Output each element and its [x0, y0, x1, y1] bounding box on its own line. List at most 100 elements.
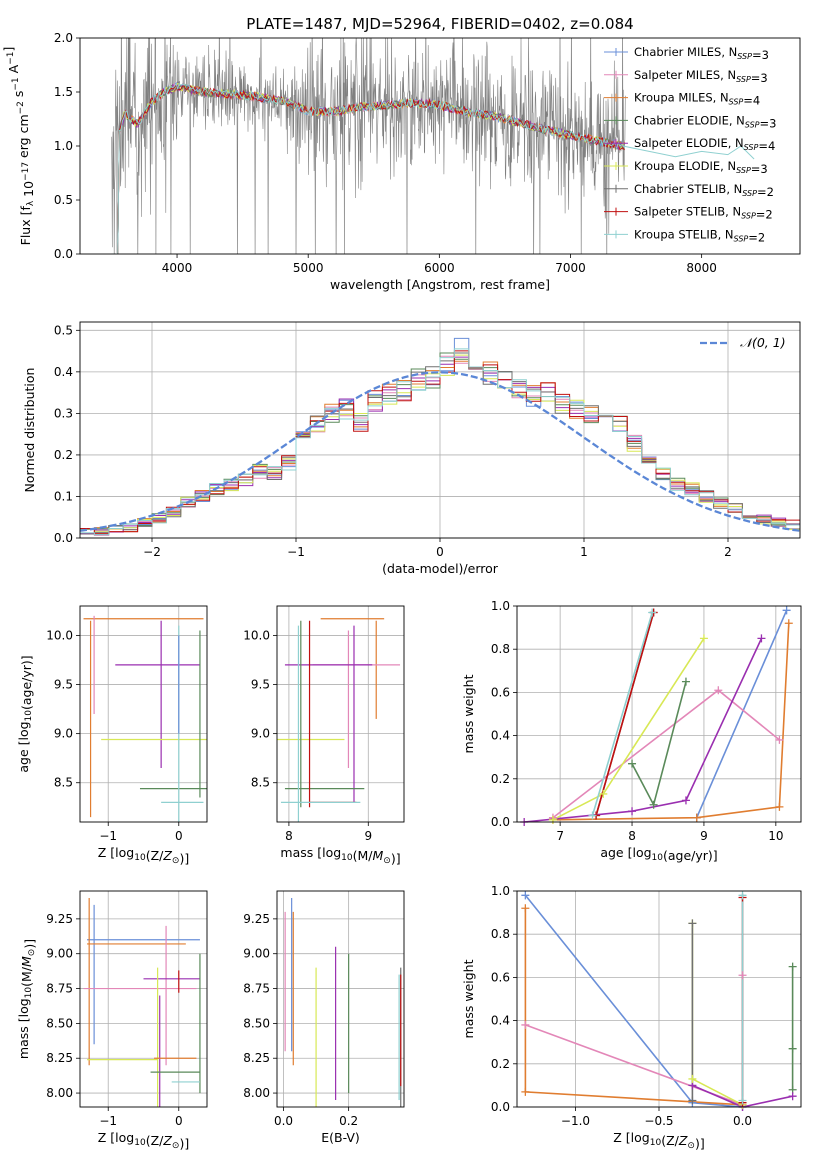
legend-label: 𝒩(0, 1): [740, 335, 786, 350]
axes-mass_vs_Z: −1 0 8.00 8.25 8.50 8.75 9.00 9.25 Z [log10(Z/Z⊙…: [16, 890, 208, 1151]
x-tick-label: 6000: [424, 261, 455, 275]
residual-histogram: [80, 348, 800, 536]
y-tick-label: 10.0: [46, 628, 73, 642]
axes-frame: [516, 890, 802, 1108]
weight-point: [714, 686, 723, 695]
axes-frame: [276, 605, 405, 823]
y-tick-label: 9.25: [46, 912, 73, 926]
weight-point: [738, 971, 747, 980]
x-axis-label: age [log10(age/yr)]: [600, 845, 717, 863]
weight-point: [788, 1044, 797, 1053]
x-tick-label: −1: [287, 545, 305, 559]
x-axis-label: (data-model)/error: [382, 561, 499, 576]
plot-marks-massweight_vs_age: [524, 609, 790, 822]
y-tick-label: 8.5: [54, 776, 73, 790]
axes-frame: [79, 890, 208, 1108]
model-spectrum: [111, 82, 625, 254]
y-tick-label: 0.0: [491, 1100, 510, 1114]
weight-point: [775, 802, 784, 811]
weight-point: [688, 1074, 697, 1083]
plot-area: 4000 5000 6000 7000 8 0 0 0 0.0 0.5 1.0 1.5 2.0 wavel…: [1, 31, 802, 1151]
legend-label: Salpeter MILES, NSSP=3: [634, 68, 768, 85]
axes-residuals: −2 −1 0 1 2 0.0 0.1 0.2 0.3 0.4 0.5 (data-model)/er…: [22, 321, 801, 576]
weight-point: [692, 813, 701, 822]
x-tick-label: 0: [175, 829, 183, 843]
x-tick-label: 9: [700, 829, 708, 843]
y-tick-label: 0.8: [491, 927, 510, 941]
y-tick-label: 9.0: [54, 727, 73, 741]
axes-massweight_vs_age: 7 8 9 10 0.0 0.2 0.4 0.6 0.8 1.0 age [log10(age/yr…: [461, 599, 802, 863]
y-tick-label: 8.25: [46, 1051, 73, 1065]
x-tick-label: 0: [436, 545, 444, 559]
weight-point: [757, 634, 766, 643]
x-tick-label: 10: [768, 829, 783, 843]
y-axis-label: mass weight: [461, 959, 476, 1038]
x-tick-label: 7: [556, 829, 564, 843]
weight-series-line: [692, 1084, 793, 1107]
y-tick-label: 1.0: [54, 139, 73, 153]
x-tick-label: 8: [628, 829, 636, 843]
legend-label: Kroupa ELODIE, NSSP=3: [634, 159, 768, 176]
x-axis-label: E(B-V): [321, 1130, 360, 1145]
weight-point: [788, 962, 797, 971]
axes-age_vs_mass: 8 9 8.5 9.0 9.5 10.0 mass [log10(M/M⊙)]: [243, 605, 405, 866]
y-tick-label: 9.00: [46, 947, 73, 961]
y-tick-label: 1.5: [54, 85, 73, 99]
x-axis-label: Z [log10(Z/Z⊙)]: [613, 1130, 704, 1151]
weight-series-line: [524, 638, 763, 822]
plot-marks-spectrum: [111, 38, 755, 254]
weight-point: [599, 789, 608, 798]
y-tick-label: 8.50: [46, 1016, 73, 1030]
x-tick-label: 2: [724, 545, 732, 559]
x-tick-label: 5000: [293, 261, 324, 275]
weight-point: [738, 1096, 747, 1105]
weight-point: [681, 796, 690, 805]
axes-frame: [79, 605, 208, 823]
weight-point: [521, 1087, 530, 1096]
legend-label: Kroupa MILES, NSSP=4: [634, 91, 760, 108]
plot-background: [80, 38, 800, 254]
y-tick-label: 9.00: [243, 947, 270, 961]
plot-marks-mass_vs_Z: [83, 897, 201, 1107]
plot-marks-mass_vs_EBV: [284, 897, 402, 1107]
y-tick-label: 0.5: [54, 323, 73, 337]
x-axis-label: wavelength [Angstrom, rest frame]: [330, 277, 550, 292]
axes-massweight_vs_Z: −1.0 −0.5 0.0 0.0 0.2 0.4 0.6 0.8 1.0 Z [log10(Z/…: [461, 884, 802, 1151]
weight-point: [775, 735, 784, 744]
legend-label: Salpeter STELIB, NSSP=2: [634, 205, 773, 222]
weight-point: [688, 919, 697, 928]
x-axis-label: mass [log10(M/M⊙)]: [280, 845, 400, 866]
y-axis-label: mass [log10(M/M⊙)]: [16, 939, 37, 1059]
y-axis-label: Flux [fλ 10−17 erg cm−2 s−1 A−1]: [1, 47, 36, 246]
x-tick-label: 0: [175, 1114, 183, 1128]
weight-series-line: [695, 609, 788, 819]
legend-label: Chabrier STELIB, NSSP=2: [634, 182, 774, 199]
legend-label: Kroupa STELIB, NSSP=2: [634, 227, 765, 244]
y-tick-label: 8.75: [243, 982, 270, 996]
plot-background: [277, 891, 404, 1107]
y-tick-label: 8.00: [46, 1086, 73, 1100]
y-axis-label: mass weight: [461, 674, 476, 753]
x-axis-label: Z [log10(Z/Z⊙)]: [98, 1130, 189, 1151]
x-tick-label: −2: [143, 545, 161, 559]
x-tick-label: 4000: [162, 261, 193, 275]
y-tick-label: 0.6: [491, 685, 510, 699]
y-tick-label: 0.0: [54, 531, 73, 545]
x-tick-label: −1: [99, 1114, 117, 1128]
y-tick-label: 0.5: [54, 193, 73, 207]
weight-point: [784, 619, 793, 628]
y-tick-label: 0.6: [491, 970, 510, 984]
x-tick-label: 7000: [555, 261, 586, 275]
residual-histogram: [80, 337, 800, 535]
figure-title: PLATE=1487, MJD=52964, FIBERID=0402, z=0…: [246, 15, 633, 33]
x-tick-label: 0.2: [339, 1114, 358, 1128]
x-tick-label: 0.0: [274, 1114, 293, 1128]
y-axis-label: age [log10(age/yr)]: [16, 655, 34, 772]
y-tick-label: 1.0: [491, 884, 510, 898]
axes-frame: [79, 37, 801, 255]
axes-age_vs_Z: −1 0 8.5 9.0 9.5 10.0 Z [log10(Z/Z⊙)] age [log1…: [16, 605, 208, 866]
weight-point: [688, 1096, 697, 1105]
plot-marks-residuals: [80, 337, 800, 536]
y-tick-label: 2.0: [54, 31, 73, 45]
y-tick-label: 9.25: [243, 912, 270, 926]
